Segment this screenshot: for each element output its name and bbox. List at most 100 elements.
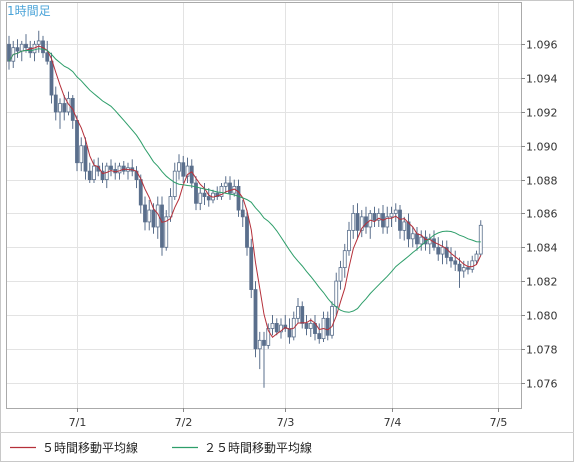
candle-body-down — [355, 213, 360, 231]
candle-body-down — [262, 339, 266, 346]
candle — [283, 314, 288, 332]
candle — [330, 301, 334, 339]
candle — [109, 159, 113, 177]
candle — [58, 98, 62, 129]
y-tick-label: 1.092 — [526, 107, 558, 120]
candle-body-down — [304, 323, 309, 329]
candle-body-up — [330, 306, 334, 336]
legend: ５時間移動平均線 ２５時間移動平均線 — [10, 440, 312, 455]
grid-layer — [6, 2, 521, 408]
candle-body-down — [449, 257, 453, 262]
ma5-line — [8, 45, 482, 339]
candle — [206, 188, 211, 207]
candle-body-down — [53, 94, 58, 113]
candle-body-up — [270, 323, 275, 329]
candle-body-up — [58, 103, 62, 113]
candle — [300, 301, 305, 329]
y-tick-label: 1.088 — [526, 175, 558, 188]
candle-body-up — [36, 40, 41, 45]
y-tick-label: 1.086 — [526, 208, 558, 221]
candle-body-down — [75, 120, 79, 164]
candle-body-up — [376, 213, 381, 221]
candle-body-up — [257, 339, 262, 350]
candle — [185, 157, 190, 184]
candle-body-up — [92, 165, 96, 181]
candle-body-up — [117, 165, 122, 174]
candle-body-down — [138, 179, 143, 206]
candle — [240, 199, 245, 227]
candle — [470, 255, 475, 273]
candle — [53, 86, 58, 121]
candle — [147, 199, 152, 231]
candle-body-down — [49, 60, 54, 96]
candle — [372, 206, 377, 227]
candle-body-up — [359, 216, 364, 231]
y-tick-label: 1.082 — [526, 276, 558, 289]
candle-body-up — [385, 216, 390, 228]
candle-body-down — [45, 52, 50, 62]
candle — [270, 314, 275, 336]
candle — [198, 188, 203, 211]
candle-body-down — [181, 162, 186, 177]
candle — [440, 240, 445, 265]
candle — [79, 137, 84, 172]
candle — [236, 179, 241, 217]
candle-body-up — [347, 229, 351, 252]
candle — [402, 216, 407, 241]
candle-body-up — [219, 185, 224, 197]
candle — [359, 210, 364, 238]
candle-body-up — [198, 192, 203, 204]
candle-body-up — [308, 323, 313, 329]
candle-body-down — [109, 165, 113, 170]
candle-body-down — [253, 289, 258, 350]
candle-body-up — [296, 306, 300, 319]
y-tick-label: 1.078 — [526, 344, 558, 357]
candle-body-up — [147, 209, 152, 223]
candle — [143, 196, 147, 231]
candle — [287, 318, 292, 344]
x-tick-label: 7/3 — [277, 416, 295, 429]
x-tick-label: 7/1 — [69, 416, 87, 429]
candle — [92, 159, 96, 184]
candle — [474, 250, 479, 265]
candle-body-down — [240, 209, 245, 218]
candle-body-down — [444, 246, 449, 258]
candle-body-up — [474, 253, 479, 262]
candle-body-down — [83, 145, 88, 172]
candle — [87, 162, 92, 184]
candle-body-up — [168, 196, 173, 218]
candle — [478, 220, 483, 256]
candle — [466, 260, 470, 275]
plot-area-border — [6, 2, 522, 409]
candle-body-down — [436, 246, 441, 255]
candle-body-down — [15, 47, 20, 52]
candle-body-up — [279, 324, 283, 333]
candle — [457, 257, 462, 288]
candle-body-down — [325, 317, 330, 336]
y-tick-label: 1.096 — [526, 39, 558, 52]
candle-body-up — [223, 182, 228, 187]
candle-body-up — [351, 213, 356, 231]
candle — [62, 95, 67, 121]
candle — [245, 210, 249, 256]
candle-body-down — [274, 323, 279, 333]
candle — [253, 281, 258, 358]
x-tick-label: 7/5 — [490, 416, 508, 429]
x-tick-label: 7/2 — [175, 416, 193, 429]
candle-body-down — [7, 43, 11, 62]
candle — [83, 137, 88, 180]
candle-body-down — [317, 333, 322, 340]
candle — [385, 206, 390, 234]
y-tick-label: 1.076 — [526, 378, 558, 391]
candle-body-down — [194, 182, 198, 204]
candle-body-down — [236, 185, 241, 211]
candle — [410, 226, 415, 248]
candle — [219, 183, 224, 200]
y-tick-label: 1.094 — [526, 73, 558, 86]
chart-title: 1時間足 — [7, 4, 51, 18]
candle — [351, 205, 356, 239]
candle — [160, 196, 164, 256]
candle — [262, 331, 266, 388]
candle-body-down — [143, 204, 147, 223]
